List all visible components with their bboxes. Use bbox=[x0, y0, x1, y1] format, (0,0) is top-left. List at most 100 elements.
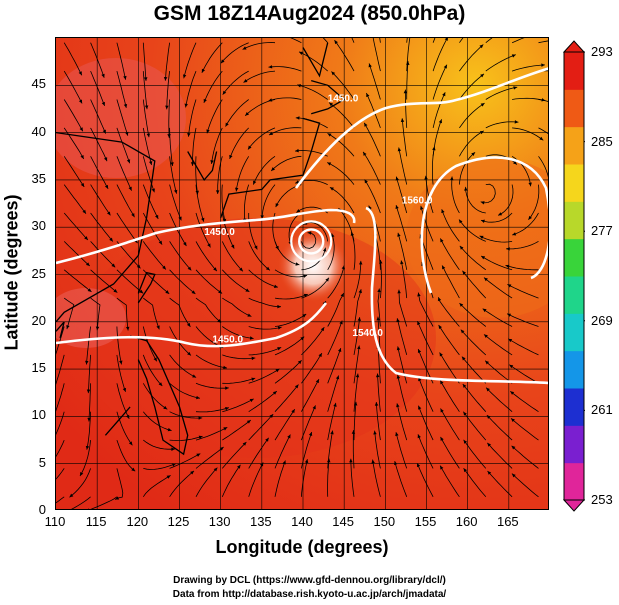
streamline bbox=[485, 121, 519, 129]
stream-arrowhead bbox=[441, 209, 445, 214]
stream-arrowhead bbox=[113, 289, 118, 293]
streamline bbox=[268, 66, 302, 72]
streamline bbox=[288, 212, 302, 246]
streamline bbox=[90, 496, 118, 509]
streamline bbox=[222, 297, 252, 317]
stream-arrowhead bbox=[438, 325, 443, 329]
stream-arrowhead bbox=[191, 290, 196, 294]
streamline bbox=[87, 354, 91, 394]
stream-arrowhead bbox=[167, 134, 171, 138]
streamline bbox=[507, 338, 539, 356]
stream-arrowhead bbox=[417, 321, 421, 326]
stream-arrowhead bbox=[277, 347, 282, 351]
stream-arrowhead bbox=[128, 441, 133, 446]
stream-arrowhead bbox=[123, 75, 127, 80]
streamline bbox=[56, 468, 65, 480]
streamline bbox=[362, 151, 381, 185]
streamline bbox=[380, 259, 382, 299]
streamline bbox=[327, 320, 343, 356]
streamline bbox=[441, 209, 460, 242]
stream-arrowhead bbox=[273, 284, 278, 288]
streamline bbox=[512, 212, 539, 236]
streamline bbox=[63, 269, 92, 293]
stream-arrowhead bbox=[395, 432, 399, 437]
stream-arrowhead bbox=[364, 122, 368, 127]
streamline bbox=[485, 387, 513, 413]
streamline bbox=[274, 313, 307, 327]
colorbar-segment bbox=[564, 350, 584, 389]
streamline bbox=[63, 127, 85, 160]
colorbar-segment bbox=[564, 164, 584, 202]
streamline bbox=[459, 130, 484, 157]
streamline bbox=[248, 462, 264, 497]
stream-arrowhead bbox=[158, 240, 163, 245]
x-tick-label: 125 bbox=[167, 514, 190, 529]
streamline bbox=[195, 407, 230, 413]
streamline bbox=[142, 127, 152, 166]
streamline bbox=[116, 212, 138, 244]
stream-arrowhead bbox=[198, 416, 203, 420]
streamline bbox=[195, 241, 218, 272]
stream-arrowhead bbox=[400, 260, 404, 265]
stream-arrowhead bbox=[295, 148, 299, 153]
streamline bbox=[512, 127, 544, 141]
y-tick-label: 15 bbox=[31, 360, 46, 376]
streamline bbox=[248, 347, 282, 356]
streamline bbox=[221, 441, 247, 469]
x-tick-label: 110 bbox=[44, 514, 66, 529]
streamline bbox=[166, 71, 170, 110]
stream-arrowhead bbox=[357, 345, 361, 350]
streamline bbox=[459, 152, 476, 185]
streamline bbox=[90, 156, 109, 189]
contour-line bbox=[420, 156, 548, 294]
stream-arrowhead bbox=[66, 325, 70, 330]
streamline bbox=[114, 468, 124, 500]
streamline bbox=[462, 270, 487, 299]
stream-arrowhead bbox=[190, 162, 195, 166]
stream-arrowhead bbox=[302, 313, 307, 318]
streamline bbox=[274, 460, 286, 497]
streamline bbox=[248, 326, 282, 330]
stream-arrowhead bbox=[417, 434, 421, 439]
stream-arrowhead bbox=[229, 154, 233, 159]
streamline bbox=[116, 70, 127, 108]
streamline bbox=[221, 184, 226, 223]
streamline bbox=[462, 383, 487, 412]
stream-arrowhead bbox=[247, 145, 252, 150]
stream-arrowhead bbox=[102, 129, 106, 134]
stream-arrowhead bbox=[462, 270, 467, 275]
streamline bbox=[401, 118, 408, 157]
streamline bbox=[397, 232, 408, 270]
stream-arrowhead bbox=[480, 201, 485, 205]
stream-arrowhead bbox=[325, 277, 329, 282]
streamline bbox=[377, 373, 381, 412]
streamline bbox=[511, 445, 539, 469]
streamline bbox=[377, 345, 381, 384]
stream-arrowhead bbox=[335, 375, 340, 380]
streamline bbox=[142, 99, 150, 138]
streamline bbox=[225, 99, 249, 127]
stream-arrowhead bbox=[251, 377, 256, 381]
streamline bbox=[274, 408, 296, 441]
x-tick-label: 120 bbox=[126, 514, 149, 529]
colorbar-segment bbox=[564, 425, 584, 464]
stream-arrowhead bbox=[417, 349, 422, 354]
streamline bbox=[363, 122, 381, 157]
stream-arrowhead bbox=[178, 216, 182, 221]
stream-arrowhead bbox=[480, 103, 485, 107]
contour-label: 1450.0 bbox=[204, 227, 235, 238]
stream-arrowhead bbox=[420, 205, 424, 210]
stream-arrowhead bbox=[481, 219, 485, 223]
streamline bbox=[505, 265, 539, 271]
streamline bbox=[394, 460, 408, 497]
stream-arrowhead bbox=[297, 360, 302, 365]
streamline bbox=[417, 434, 434, 469]
stream-arrowhead bbox=[187, 132, 191, 137]
streamline bbox=[439, 352, 460, 384]
streamline bbox=[459, 245, 487, 271]
stream-arrowhead bbox=[239, 267, 243, 272]
streamline bbox=[274, 269, 308, 278]
streamline bbox=[116, 99, 129, 136]
streamline bbox=[510, 390, 539, 413]
stream-arrowhead bbox=[84, 236, 88, 241]
